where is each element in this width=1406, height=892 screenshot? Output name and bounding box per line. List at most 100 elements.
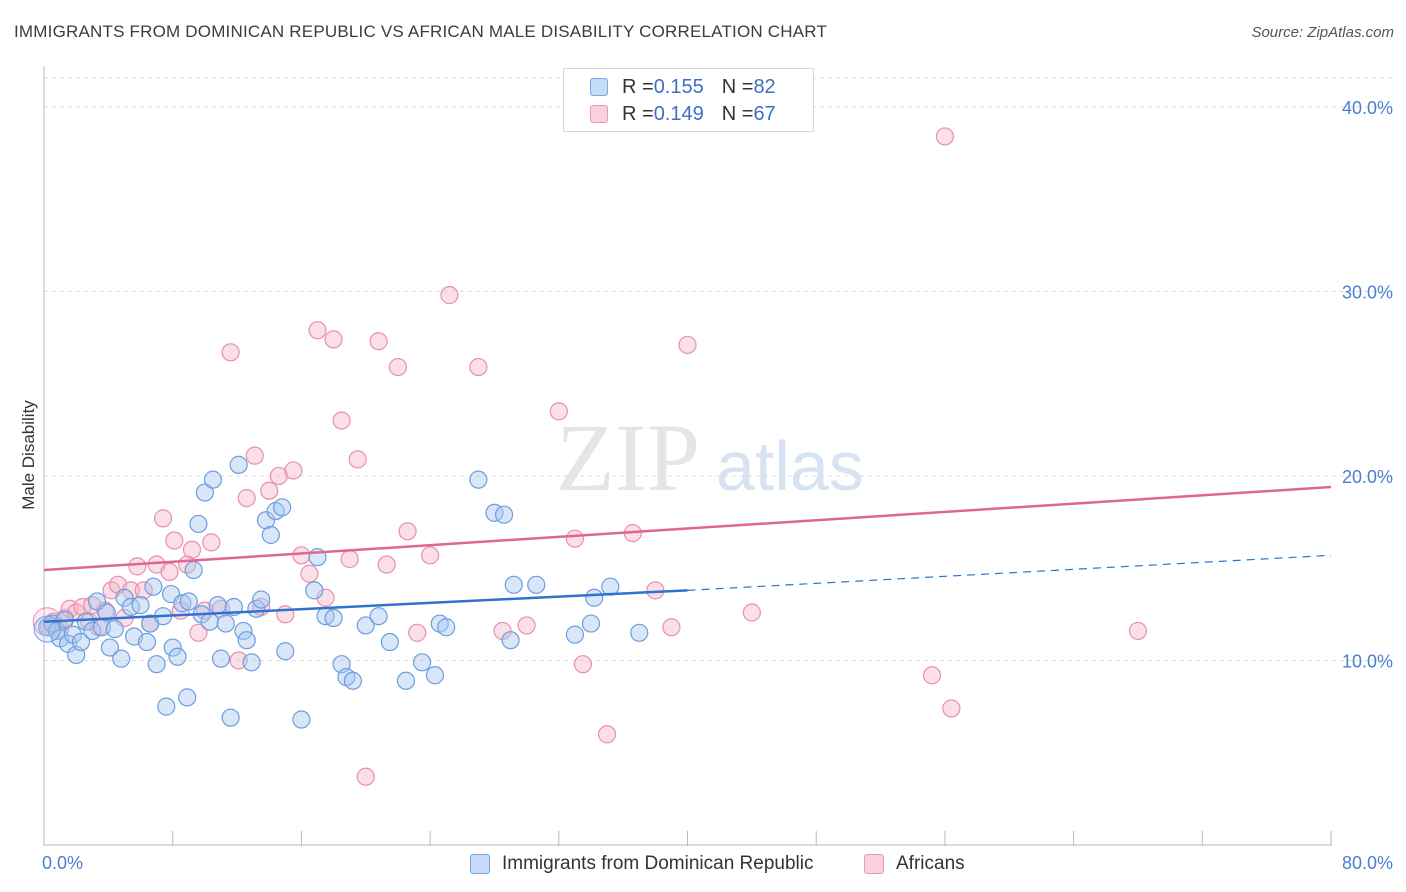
africans-point [549, 402, 568, 421]
dominican-point [221, 708, 240, 727]
dominican-point [343, 671, 362, 690]
dominican-legend-swatch [470, 854, 490, 874]
africans-point [316, 588, 335, 607]
r-value: 0.155 [653, 75, 704, 98]
africans-point [348, 450, 367, 469]
dominican-point [131, 596, 150, 615]
dominican-point [237, 631, 256, 650]
africans-point [153, 509, 173, 528]
dominican-point [495, 505, 514, 524]
africans-point [202, 533, 221, 552]
dominican-point [469, 470, 488, 489]
dominican-point [137, 632, 157, 652]
dominican-point [581, 614, 601, 633]
dominican-point [33, 615, 61, 643]
africans-point [237, 488, 256, 508]
africans-point [565, 529, 584, 548]
n-value: 82 [753, 75, 776, 98]
dominican-point [184, 560, 203, 580]
dominican-point [97, 603, 116, 622]
africans-point [922, 666, 942, 685]
dominican-point [252, 590, 271, 609]
africans-point [517, 616, 536, 635]
dominican-point [216, 614, 235, 633]
dominican-point [168, 647, 187, 666]
dominican-point [501, 631, 520, 650]
dominican-point [504, 575, 523, 594]
grid-lines [44, 77, 1393, 661]
y-tick-label: 30.0% [1342, 282, 1393, 302]
africans-point [221, 343, 240, 362]
dominican-point [100, 638, 120, 657]
africans-point [260, 481, 279, 500]
africans-point [388, 357, 408, 377]
y-tick-label: 20.0% [1342, 467, 1393, 487]
y-axis-label: Male Disability [19, 400, 38, 510]
africans-point [597, 725, 617, 744]
africans-point [300, 564, 319, 583]
africans-point [942, 699, 961, 718]
dominican-point [272, 498, 292, 517]
dominican-point [565, 625, 584, 644]
dominican-point [585, 588, 604, 607]
dominican-point [144, 577, 163, 596]
africans-legend-label: Africans [896, 853, 965, 874]
dominican-point [356, 616, 375, 635]
africans-point [742, 603, 761, 622]
dominican-point [242, 653, 261, 672]
watermark-atlas: atlas [716, 427, 864, 505]
dominican-point [105, 620, 124, 639]
x-tick-label-min: 0.0% [42, 853, 83, 873]
dominican-point [425, 666, 445, 685]
africans-swatch [590, 105, 608, 123]
africans-point [182, 540, 202, 559]
africans-point [332, 411, 351, 430]
africans-point [160, 562, 179, 582]
dominican-trend-line [43, 589, 688, 623]
dominican-point [247, 599, 266, 618]
dominican-trend-extension [687, 554, 1332, 591]
africans-point [292, 546, 311, 565]
trend-lines [43, 485, 1332, 623]
africans-point [165, 531, 184, 550]
dominican-point [305, 581, 324, 600]
bottom-legend-dominican: Immigrants from Dominican Republic [470, 851, 814, 877]
dominican-point [229, 455, 248, 474]
dominican-point [203, 470, 223, 489]
dominican-point [195, 483, 214, 502]
dominican-swatch [590, 78, 608, 96]
dominican-point [630, 623, 649, 642]
watermark-zip: ZIP [556, 404, 700, 511]
dominican-point [380, 632, 399, 652]
dominican-point [324, 608, 343, 628]
r-label: R = [622, 102, 654, 125]
dominican-point [292, 710, 311, 729]
africans-point [935, 127, 955, 146]
africans-point [284, 461, 303, 480]
africans-point [356, 767, 375, 786]
africans-point [245, 446, 264, 465]
dominican-point [178, 688, 197, 707]
dominican-point [157, 697, 176, 716]
africans-point [573, 655, 593, 674]
source-label: Source: ZipAtlas.com [1251, 24, 1394, 41]
dominican-point [200, 612, 219, 631]
africans-point [369, 332, 388, 351]
dominican-legend-label: Immigrants from Dominican Republic [502, 853, 814, 874]
africans-point [421, 546, 440, 565]
x-tick-label-max: 80.0% [1342, 853, 1393, 873]
correlation-legend: R = 0.155 N = 82 R = 0.149 N = 67 [563, 68, 814, 132]
dominican-point [208, 596, 227, 615]
dominican-point [83, 621, 102, 641]
dominican-point [189, 514, 208, 534]
africans-point [308, 321, 327, 340]
africans-point [662, 618, 681, 637]
dominican-point [112, 649, 131, 668]
dominican-point [115, 588, 134, 607]
dominican-points [33, 455, 649, 729]
legend-row-africans: R = 0.149 N = 67 [590, 101, 776, 127]
n-value: 67 [753, 102, 776, 125]
dominican-point [412, 653, 432, 672]
africans-point [469, 357, 488, 377]
